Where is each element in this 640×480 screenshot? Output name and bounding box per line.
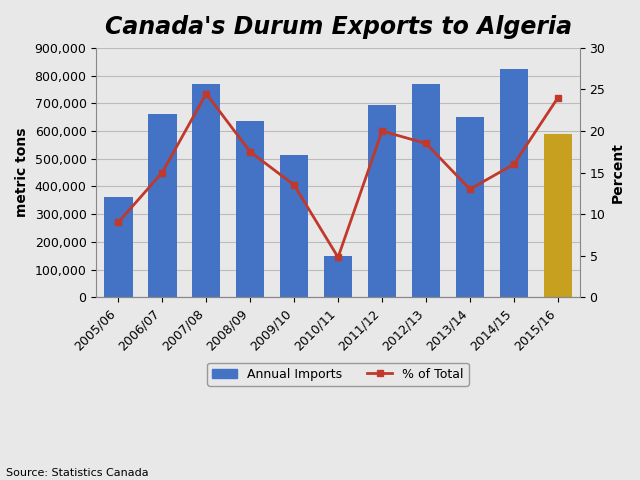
Bar [104, 197, 132, 297]
Bar [148, 114, 177, 297]
Bar [500, 69, 528, 297]
Legend: Annual Imports, % of Total: Annual Imports, % of Total [207, 363, 469, 386]
Y-axis label: metric tons: metric tons [15, 128, 29, 217]
Bar [236, 121, 264, 297]
Bar [192, 84, 220, 297]
Bar [412, 84, 440, 297]
Bar [543, 134, 572, 297]
Bar [324, 256, 353, 297]
Bar [280, 155, 308, 297]
Title: Canada's Durum Exports to Algeria: Canada's Durum Exports to Algeria [104, 15, 572, 39]
Y-axis label: Percent: Percent [611, 142, 625, 203]
Bar [456, 117, 484, 297]
Bar [368, 105, 396, 297]
Text: Source: Statistics Canada: Source: Statistics Canada [6, 468, 149, 478]
